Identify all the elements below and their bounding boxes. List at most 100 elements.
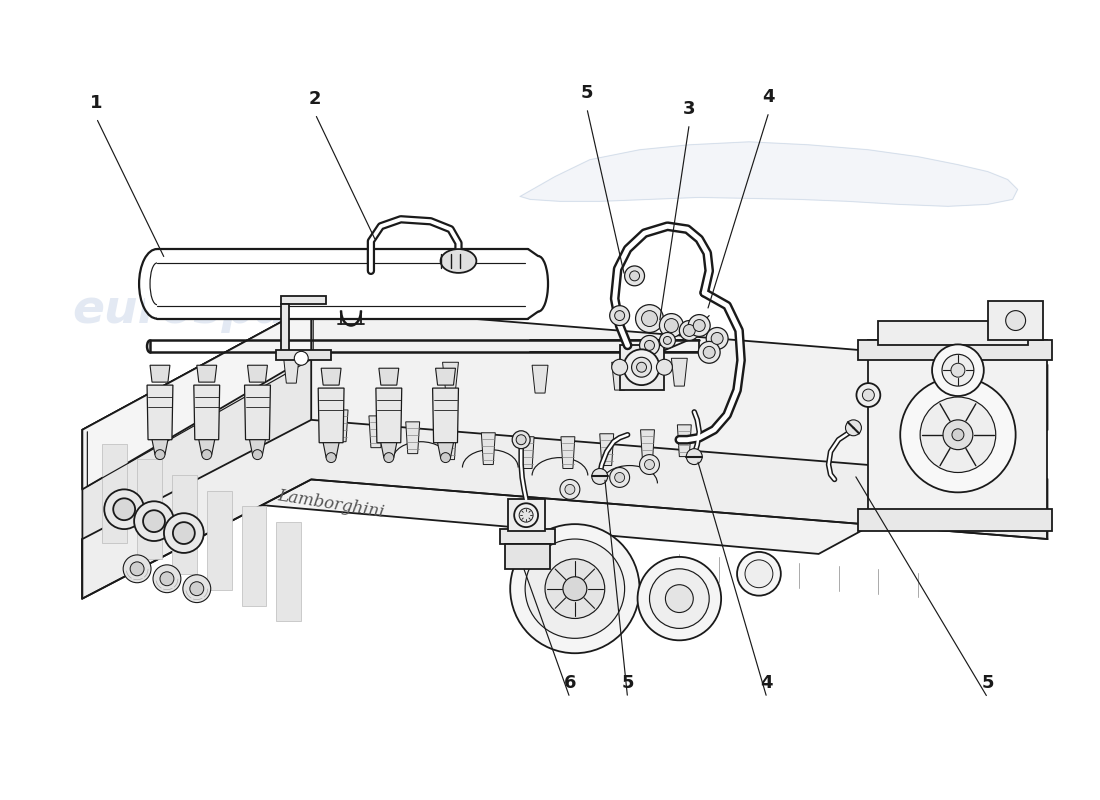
- Circle shape: [173, 522, 195, 544]
- Text: 1: 1: [90, 94, 102, 112]
- Circle shape: [631, 358, 651, 377]
- Polygon shape: [207, 490, 232, 590]
- Polygon shape: [432, 388, 459, 442]
- Circle shape: [638, 557, 722, 640]
- Text: 6: 6: [563, 674, 576, 692]
- Polygon shape: [244, 385, 271, 440]
- Polygon shape: [248, 366, 267, 382]
- Polygon shape: [561, 437, 575, 469]
- Polygon shape: [82, 306, 1047, 554]
- Polygon shape: [482, 433, 495, 465]
- Polygon shape: [500, 529, 556, 544]
- Circle shape: [615, 310, 625, 321]
- Circle shape: [441, 453, 451, 462]
- Circle shape: [659, 333, 675, 348]
- Circle shape: [201, 450, 211, 459]
- Text: 5: 5: [621, 674, 634, 692]
- Polygon shape: [150, 366, 169, 382]
- Polygon shape: [612, 362, 628, 390]
- Circle shape: [544, 559, 605, 618]
- Text: 5: 5: [981, 674, 994, 692]
- Polygon shape: [436, 368, 455, 385]
- Circle shape: [164, 514, 204, 553]
- Polygon shape: [678, 425, 691, 457]
- Circle shape: [706, 327, 728, 350]
- Polygon shape: [505, 544, 550, 569]
- Polygon shape: [82, 306, 311, 490]
- Circle shape: [693, 319, 705, 331]
- Polygon shape: [145, 250, 538, 319]
- Circle shape: [183, 574, 211, 602]
- Circle shape: [565, 485, 575, 494]
- Polygon shape: [152, 440, 168, 454]
- Text: 3: 3: [683, 100, 695, 118]
- Polygon shape: [197, 366, 217, 382]
- Circle shape: [920, 397, 996, 473]
- Circle shape: [123, 555, 151, 582]
- Polygon shape: [284, 355, 299, 383]
- Text: 2: 2: [309, 90, 321, 108]
- Polygon shape: [520, 437, 535, 469]
- Circle shape: [659, 314, 683, 338]
- Circle shape: [134, 502, 174, 541]
- Circle shape: [639, 335, 659, 355]
- Circle shape: [625, 266, 645, 286]
- Circle shape: [612, 359, 628, 375]
- Circle shape: [942, 354, 974, 386]
- Circle shape: [641, 310, 658, 326]
- Text: 4: 4: [760, 674, 773, 692]
- Circle shape: [663, 337, 671, 344]
- Circle shape: [737, 552, 781, 596]
- Circle shape: [384, 453, 394, 462]
- Circle shape: [513, 430, 530, 449]
- Polygon shape: [508, 499, 544, 531]
- Polygon shape: [442, 428, 456, 459]
- Polygon shape: [671, 358, 688, 386]
- Circle shape: [846, 420, 861, 436]
- Circle shape: [615, 473, 625, 482]
- Polygon shape: [442, 362, 459, 390]
- Polygon shape: [321, 368, 341, 385]
- Circle shape: [683, 325, 695, 337]
- Circle shape: [514, 503, 538, 527]
- Circle shape: [703, 346, 715, 358]
- Polygon shape: [276, 522, 301, 622]
- Bar: [988, 301, 1043, 341]
- Circle shape: [698, 342, 720, 363]
- Polygon shape: [242, 506, 266, 606]
- Circle shape: [560, 479, 580, 499]
- Polygon shape: [147, 385, 173, 440]
- Circle shape: [636, 305, 663, 333]
- Text: Lamborghini: Lamborghini: [276, 487, 386, 521]
- Circle shape: [190, 582, 204, 596]
- Polygon shape: [438, 442, 453, 458]
- Circle shape: [510, 524, 639, 654]
- Circle shape: [326, 453, 337, 462]
- Circle shape: [943, 420, 972, 450]
- Polygon shape: [138, 459, 162, 558]
- Circle shape: [932, 344, 983, 396]
- Polygon shape: [194, 385, 220, 440]
- Circle shape: [519, 508, 534, 522]
- Circle shape: [1005, 310, 1025, 330]
- Circle shape: [745, 560, 773, 588]
- Circle shape: [689, 314, 711, 337]
- Polygon shape: [640, 430, 654, 462]
- Circle shape: [645, 459, 654, 470]
- Circle shape: [900, 377, 1015, 492]
- Bar: [276, 350, 331, 360]
- Polygon shape: [334, 410, 348, 442]
- Circle shape: [686, 449, 702, 465]
- Circle shape: [624, 350, 659, 385]
- Circle shape: [657, 359, 672, 375]
- Polygon shape: [378, 368, 399, 385]
- Circle shape: [952, 429, 964, 441]
- Bar: [878, 321, 1027, 346]
- Circle shape: [155, 450, 165, 459]
- Circle shape: [952, 363, 965, 377]
- Text: eurospares: eurospares: [73, 288, 371, 333]
- Circle shape: [712, 333, 723, 344]
- Circle shape: [629, 271, 639, 281]
- Circle shape: [143, 510, 165, 532]
- Polygon shape: [619, 346, 664, 390]
